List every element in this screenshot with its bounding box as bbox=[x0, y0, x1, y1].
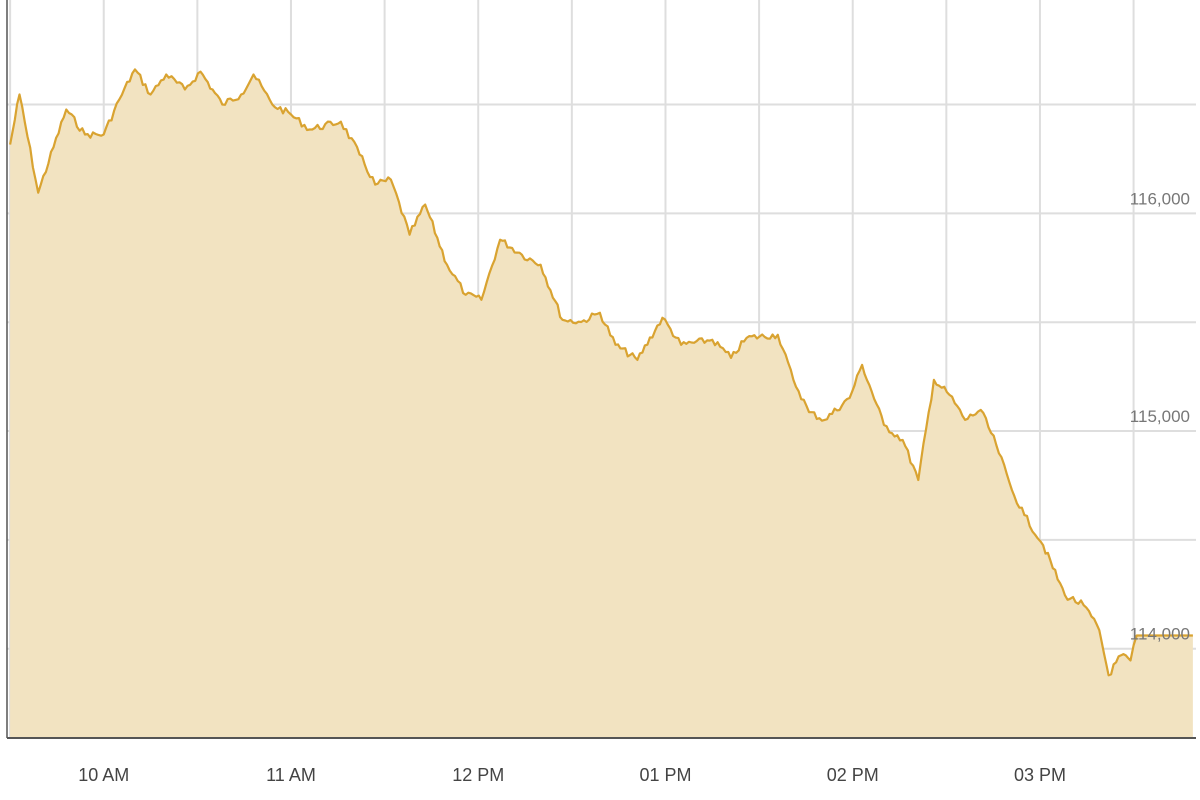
y-axis-ticks: 116,000 115,000 114,000 bbox=[1130, 189, 1190, 643]
x-tick-label: 11 AM bbox=[266, 765, 316, 785]
x-axis-ticks: 10 AM 11 AM 12 PM 01 PM 02 PM 03 PM bbox=[78, 765, 1066, 785]
series-line bbox=[9, 68, 1193, 677]
series-area-fill bbox=[10, 69, 1193, 738]
y-tick-label: 115,000 bbox=[1130, 407, 1190, 426]
x-tick-label: 03 PM bbox=[1014, 765, 1066, 785]
y-tick-label: 116,000 bbox=[1130, 189, 1190, 208]
y-tick-label: 114,000 bbox=[1130, 625, 1190, 644]
x-tick-label: 12 PM bbox=[452, 765, 504, 785]
x-tick-label: 10 AM bbox=[78, 765, 129, 785]
x-tick-label: 02 PM bbox=[827, 765, 879, 785]
x-tick-label: 01 PM bbox=[639, 765, 691, 785]
